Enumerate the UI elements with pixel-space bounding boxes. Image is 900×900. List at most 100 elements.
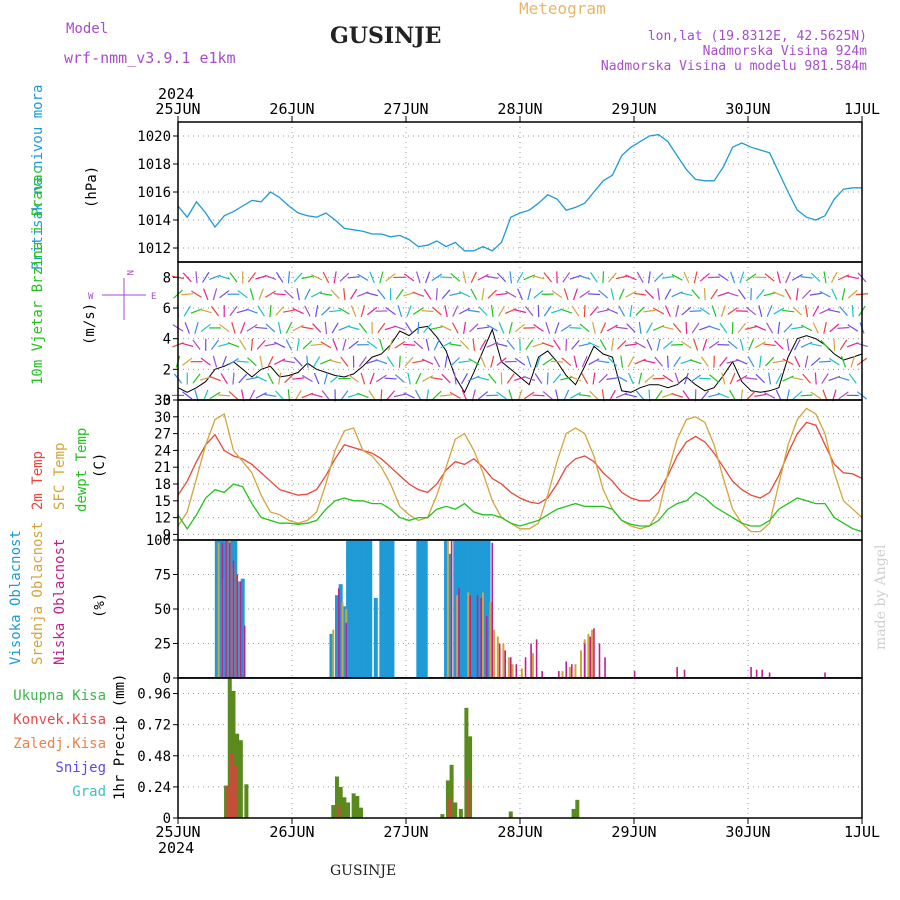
wind-barb — [477, 391, 489, 400]
precip-ytick-label: 0.48 — [137, 749, 171, 765]
wind-barb — [597, 360, 610, 364]
wind-barb — [375, 374, 387, 383]
wind-ylabel: 10m Vjetar Brzina i Pravac — [30, 166, 46, 385]
temperature-ytick-label: 27 — [154, 427, 171, 443]
wind-barb — [432, 390, 442, 400]
wind-barb — [431, 306, 442, 316]
wind-barb — [369, 271, 375, 284]
wind-barb — [608, 272, 617, 283]
wind-barb — [278, 372, 282, 385]
precip-bar — [346, 802, 351, 818]
clouds-bar — [593, 628, 595, 678]
wind-barb — [551, 290, 563, 299]
wind-barb — [579, 323, 590, 333]
wind-barb — [560, 376, 573, 381]
precip-bar — [351, 793, 356, 818]
clouds-bar — [464, 540, 469, 678]
wind-barb — [581, 355, 588, 368]
wind-barb — [221, 355, 227, 368]
wind-barb — [497, 305, 506, 317]
wind-barb — [285, 339, 293, 351]
wind-barb — [662, 374, 674, 383]
wind-barb — [602, 271, 605, 284]
wind-barb — [514, 309, 526, 314]
wind-barb — [495, 292, 508, 296]
clouds-bar — [373, 597, 378, 678]
wind-barb — [331, 322, 339, 334]
precip-bar — [355, 795, 360, 818]
clouds-bar — [486, 540, 491, 678]
wind-legend-w: W — [88, 292, 94, 302]
precip-bar — [468, 736, 473, 818]
wind-barb — [560, 324, 572, 332]
wind-barb — [403, 392, 415, 399]
wind-barb — [573, 355, 578, 368]
wind-barb — [683, 372, 689, 385]
clouds-bar — [229, 540, 234, 678]
wind-barb — [498, 322, 505, 334]
wind-barb — [181, 342, 194, 348]
clouds-bar — [338, 584, 343, 678]
clouds-bar — [467, 592, 470, 678]
wind-barb — [236, 360, 249, 363]
clouds-bar — [531, 653, 534, 678]
wind-barb — [340, 356, 349, 367]
wind-barb — [375, 359, 388, 365]
wind-barb — [786, 338, 790, 351]
wind-barb — [657, 288, 661, 301]
wind-barb — [250, 338, 254, 351]
clouds-bar — [368, 540, 373, 678]
wind-barb — [599, 339, 607, 351]
wind-barb — [784, 288, 792, 300]
precip-bar — [449, 764, 454, 818]
temperature-ytick-label: 21 — [154, 460, 171, 476]
wind-barb — [441, 373, 451, 384]
clouds-bar — [458, 588, 460, 678]
wind-barb — [763, 292, 776, 297]
clouds-bar — [574, 664, 577, 678]
clouds-bar — [502, 643, 505, 678]
wind-barb — [833, 338, 836, 351]
wind-barb — [756, 289, 765, 300]
wind-barb — [764, 356, 775, 367]
clouds-bar — [480, 597, 482, 678]
wind-barb — [840, 355, 847, 368]
wind-barb — [209, 375, 221, 382]
wind-barb — [702, 338, 708, 351]
wind-barb — [571, 305, 580, 317]
wind-barb — [366, 292, 379, 297]
wind-barb — [202, 271, 210, 283]
model-altitude-text: Nadmorska Visina u modelu 981.584m — [601, 59, 867, 74]
wind-barb — [301, 275, 314, 280]
wind-barb — [403, 291, 415, 297]
wind-barb — [212, 288, 218, 301]
wind-barb — [458, 291, 471, 298]
wind-barb — [644, 289, 655, 299]
wind-barb — [773, 307, 785, 315]
wind-barb — [296, 288, 300, 301]
wind-legend-e: E — [151, 292, 156, 302]
wind-barb — [569, 391, 581, 399]
wind-barb — [293, 272, 303, 283]
wind-barb — [451, 322, 459, 334]
pressure-ytick-label: 1016 — [137, 185, 171, 201]
precip-bar — [508, 811, 513, 818]
wind-barb — [535, 355, 542, 368]
wind-barb — [829, 323, 840, 333]
wind-barb — [192, 373, 201, 384]
clouds-bar — [222, 540, 227, 678]
wind-barb — [210, 305, 220, 317]
wind-barb — [496, 391, 507, 400]
wind-barb — [607, 356, 618, 367]
wind-barb — [681, 340, 692, 349]
wind-barb — [342, 338, 347, 351]
wind-barb — [794, 355, 801, 368]
wind-barb — [338, 307, 350, 315]
wind-barb — [664, 305, 671, 317]
wind-barb — [421, 375, 434, 382]
wind-barb — [477, 273, 489, 281]
wind-barb — [294, 389, 302, 401]
wind-barb — [470, 271, 477, 284]
wind-barb — [239, 339, 247, 351]
clouds-bar — [447, 553, 452, 678]
